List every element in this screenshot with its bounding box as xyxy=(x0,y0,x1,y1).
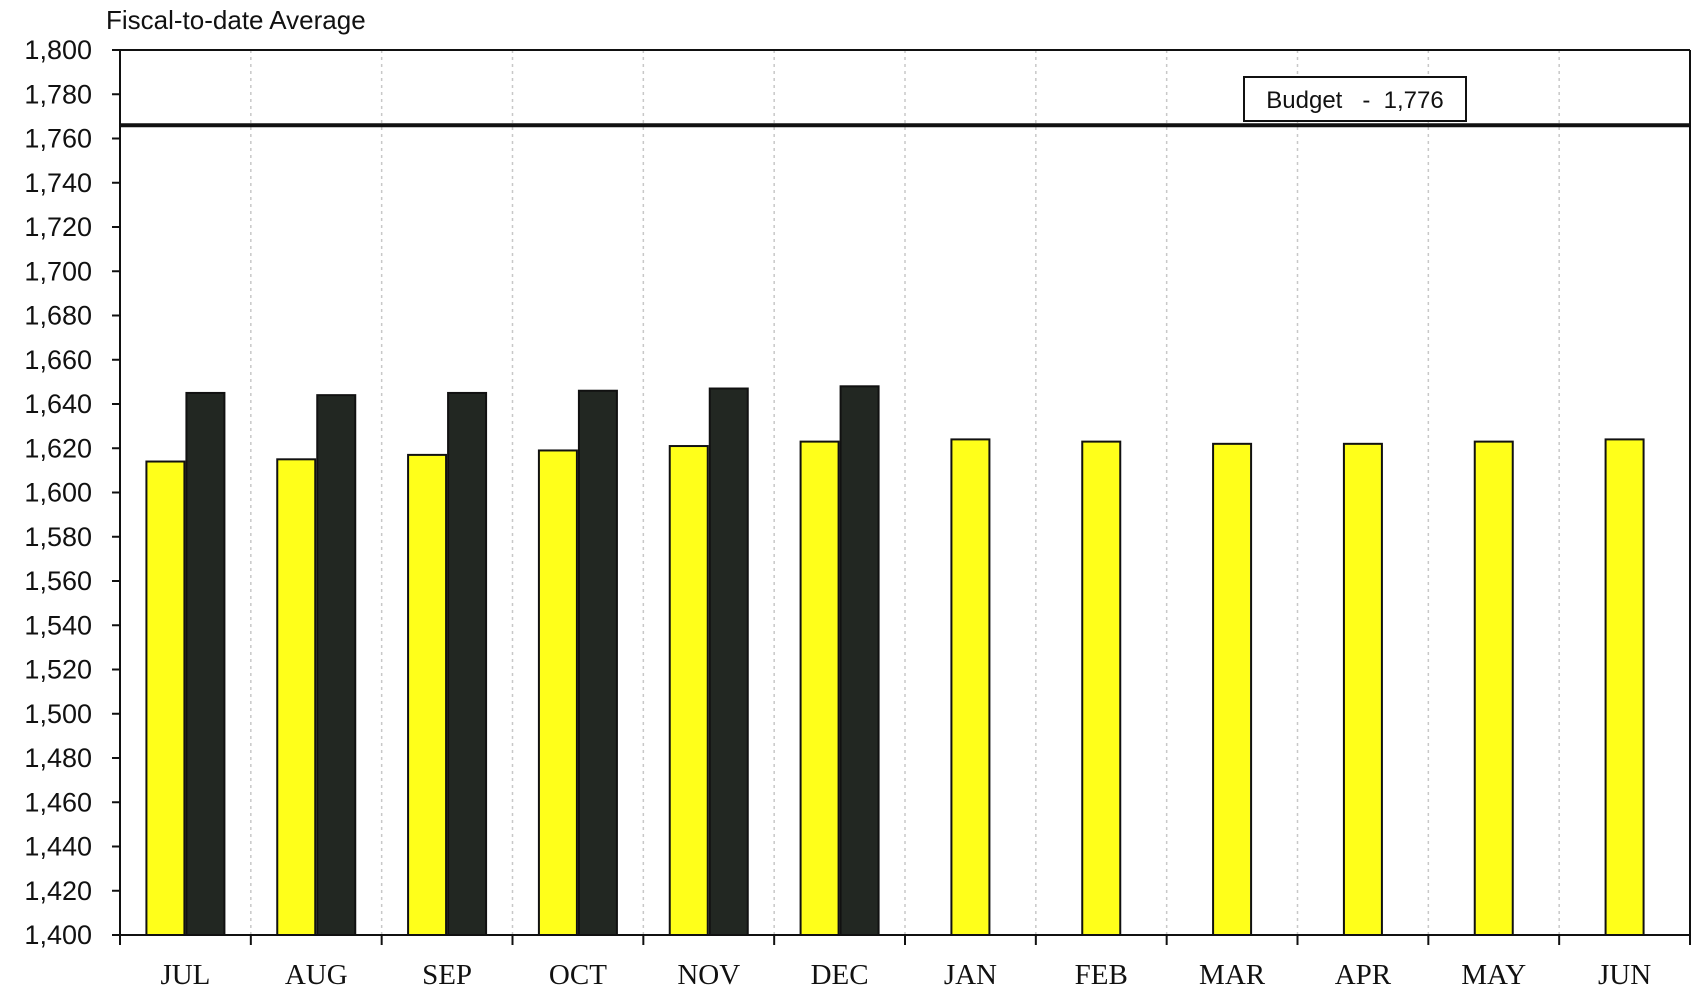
bar-series-1-apr xyxy=(1342,442,1383,936)
bar-series-1-may xyxy=(1473,440,1514,936)
axes: 1,400 1,420 1,440 1,460 1,480 1,500 1,520 1,540… xyxy=(24,35,1691,991)
bar-series-2-sep xyxy=(447,391,488,936)
bar-series-1-jun xyxy=(1604,438,1645,936)
y-tick-label: 1,400 xyxy=(24,920,92,950)
y-tick-label: 1,600 xyxy=(24,478,92,508)
y-tick-label: 1,420 xyxy=(24,876,92,906)
y-tick-label: 1,620 xyxy=(24,433,92,463)
y-tick-label: 1,580 xyxy=(24,522,92,552)
bar-series-1-jan xyxy=(950,438,991,936)
x-tick-label: MAR xyxy=(1199,959,1266,991)
x-tick-label: MAY xyxy=(1461,959,1526,991)
x-tick-label: JAN xyxy=(944,959,997,991)
bars xyxy=(145,385,1645,937)
x-tick-label: NOV xyxy=(677,959,740,991)
x-tick-label: SEP xyxy=(422,959,472,991)
y-tick-label: 1,520 xyxy=(24,655,92,685)
budget-label: Budget - 1,776 xyxy=(1266,87,1443,114)
x-tick-label: AUG xyxy=(285,959,348,991)
bar-series-1-sep xyxy=(407,453,448,936)
bar-series-1-feb xyxy=(1081,440,1122,936)
y-tick-label: 1,760 xyxy=(24,124,92,154)
x-tick-label: OCT xyxy=(549,959,607,991)
y-tick-label: 1,500 xyxy=(24,699,92,729)
bar-series-2-jul xyxy=(185,391,226,936)
bar-series-1-mar xyxy=(1212,442,1253,936)
bar-series-2-oct xyxy=(577,389,618,937)
y-tick-label: 1,480 xyxy=(24,743,92,773)
y-tick-label: 1,640 xyxy=(24,389,92,419)
x-tick-label: DEC xyxy=(811,959,869,991)
bar-series-1-dec xyxy=(799,440,840,936)
y-axis-label: Fiscal-to-date Average xyxy=(106,5,366,35)
bar-series-2-nov xyxy=(708,387,749,936)
y-tick-label: 1,680 xyxy=(24,301,92,331)
grid-lines xyxy=(250,50,1560,935)
x-tick-label: FEB xyxy=(1075,959,1128,991)
y-tick-label: 1,700 xyxy=(24,256,92,286)
x-tick-label: APR xyxy=(1335,959,1392,991)
bar-series-1-oct xyxy=(537,449,578,936)
x-tick-label: JUL xyxy=(160,959,210,991)
y-tick-label: 1,740 xyxy=(24,168,92,198)
y-tick-label: 1,460 xyxy=(24,787,92,817)
y-tick-label: 1,780 xyxy=(24,79,92,109)
bar-series-1-jul xyxy=(145,460,186,936)
y-tick-label: 1,660 xyxy=(24,345,92,375)
y-tick-label: 1,720 xyxy=(24,212,92,242)
y-tick-label: 1,560 xyxy=(24,566,92,596)
bar-series-1-aug xyxy=(276,458,317,936)
y-tick-label: 1,440 xyxy=(24,832,92,862)
bar-series-2-aug xyxy=(316,394,357,936)
y-tick-label: 1,800 xyxy=(24,35,92,65)
bar-series-1-nov xyxy=(668,445,709,936)
budget-label-box xyxy=(1243,76,1467,122)
x-tick-label: JUN xyxy=(1598,959,1651,991)
bar-series-2-dec xyxy=(839,385,880,936)
y-tick-label: 1,540 xyxy=(24,610,92,640)
budget-reference: Budget - 1,776 xyxy=(120,76,1690,128)
